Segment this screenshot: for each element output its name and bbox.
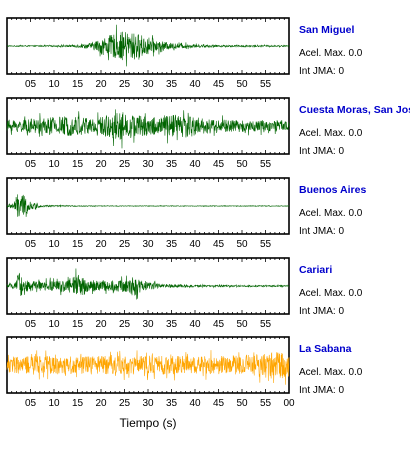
x-tick-label: 15 bbox=[72, 239, 84, 250]
max-acceleration-label: Acel. Max. 0.0 bbox=[299, 48, 363, 59]
x-tick-label: 55 bbox=[260, 398, 272, 409]
x-tick-label: 40 bbox=[189, 159, 201, 170]
x-tick-label: 05 bbox=[25, 159, 37, 170]
x-tick-label: 35 bbox=[166, 398, 178, 409]
x-tick-label: 45 bbox=[213, 319, 225, 330]
x-tick-label: 55 bbox=[260, 319, 272, 330]
max-acceleration-label: Acel. Max. 0.0 bbox=[299, 128, 363, 139]
station-name: Buenos Aires bbox=[299, 184, 366, 196]
x-tick-label: 10 bbox=[48, 398, 60, 409]
x-tick-label: 40 bbox=[189, 79, 201, 90]
station-name: Cuesta Moras, San Jose bbox=[299, 104, 410, 116]
x-tick-label: 20 bbox=[95, 239, 107, 250]
x-tick-label: 25 bbox=[119, 319, 131, 330]
x-tick-label: 45 bbox=[213, 159, 225, 170]
max-acceleration-label: Acel. Max. 0.0 bbox=[299, 367, 363, 378]
x-axis-title: Tiempo (s) bbox=[120, 416, 177, 430]
x-tick-label: 50 bbox=[236, 159, 248, 170]
seismogram-panel: 05 10 15 20 25 30 35 40 45 50 55 San Miguel Acel. Ma… bbox=[6, 17, 363, 90]
x-tick-label: 15 bbox=[72, 398, 84, 409]
x-tick-label: 40 bbox=[189, 398, 201, 409]
x-tick-label: 45 bbox=[213, 398, 225, 409]
waveform-trace bbox=[6, 109, 290, 149]
x-tick-label: 35 bbox=[166, 79, 178, 90]
x-tick-label: 20 bbox=[95, 159, 107, 170]
max-acceleration-label: Acel. Max. 0.0 bbox=[299, 208, 363, 219]
x-tick-label: 30 bbox=[142, 398, 154, 409]
x-tick-label: 50 bbox=[236, 319, 248, 330]
x-tick-label: 05 bbox=[25, 319, 37, 330]
x-tick-label: 05 bbox=[25, 398, 37, 409]
x-tick-label: 50 bbox=[236, 239, 248, 250]
x-tick-label: 15 bbox=[72, 79, 84, 90]
x-tick-label: 30 bbox=[142, 319, 154, 330]
x-tick-label: 00 bbox=[283, 398, 295, 409]
station-name: San Miguel bbox=[299, 24, 355, 36]
x-tick-label: 25 bbox=[119, 79, 131, 90]
x-tick-label: 35 bbox=[166, 159, 178, 170]
x-tick-label: 20 bbox=[95, 398, 107, 409]
seismogram-panel: 05 10 15 20 25 30 35 40 45 50 55 Cuesta Moras, San … bbox=[6, 97, 410, 170]
x-tick-label: 05 bbox=[25, 239, 37, 250]
x-tick-label: 30 bbox=[142, 239, 154, 250]
max-acceleration-label: Acel. Max. 0.0 bbox=[299, 288, 363, 299]
x-tick-label: 30 bbox=[142, 159, 154, 170]
waveform-trace bbox=[6, 194, 290, 217]
x-tick-label: 10 bbox=[48, 239, 60, 250]
x-tick-label: 20 bbox=[95, 319, 107, 330]
jma-intensity-label: Int JMA: 0 bbox=[299, 385, 344, 396]
x-tick-label: 25 bbox=[119, 398, 131, 409]
x-tick-label: 55 bbox=[260, 239, 272, 250]
station-name: La Sabana bbox=[299, 343, 352, 355]
jma-intensity-label: Int JMA: 0 bbox=[299, 306, 344, 317]
seismogram-panel: 05 10 15 20 25 30 35 40 45 50 55 Cariari Acel. Max. … bbox=[6, 257, 363, 330]
x-tick-label: 50 bbox=[236, 79, 248, 90]
x-tick-label: 35 bbox=[166, 239, 178, 250]
x-tick-label: 55 bbox=[260, 159, 272, 170]
x-tick-label: 25 bbox=[119, 239, 131, 250]
x-tick-label: 30 bbox=[142, 79, 154, 90]
seismogram-panel: 05 10 15 20 25 30 35 40 45 50 55 Buenos Aires Acel. … bbox=[6, 177, 366, 250]
x-tick-label: 25 bbox=[119, 159, 131, 170]
x-tick-label: 20 bbox=[95, 79, 107, 90]
x-tick-label: 35 bbox=[166, 319, 178, 330]
x-tick-label: 40 bbox=[189, 319, 201, 330]
x-tick-label: 15 bbox=[72, 319, 84, 330]
x-tick-label: 50 bbox=[236, 398, 248, 409]
x-tick-label: 05 bbox=[25, 79, 37, 90]
x-tick-label: 10 bbox=[48, 159, 60, 170]
x-tick-label: 40 bbox=[189, 239, 201, 250]
waveform-trace bbox=[6, 24, 290, 67]
x-tick-label: 10 bbox=[48, 79, 60, 90]
station-name: Cariari bbox=[299, 264, 332, 276]
jma-intensity-label: Int JMA: 0 bbox=[299, 66, 344, 77]
waveform-trace bbox=[6, 350, 290, 385]
jma-intensity-label: Int JMA: 0 bbox=[299, 146, 344, 157]
jma-intensity-label: Int JMA: 0 bbox=[299, 226, 344, 237]
x-tick-label: 45 bbox=[213, 239, 225, 250]
x-tick-label: 10 bbox=[48, 319, 60, 330]
seismogram-panel: 05 10 15 20 25 30 35 40 45 50 55 00 La Sabana Acel. M… bbox=[6, 336, 363, 409]
waveform-trace bbox=[6, 268, 290, 300]
x-tick-label: 55 bbox=[260, 79, 272, 90]
x-tick-label: 45 bbox=[213, 79, 225, 90]
x-tick-label: 15 bbox=[72, 159, 84, 170]
